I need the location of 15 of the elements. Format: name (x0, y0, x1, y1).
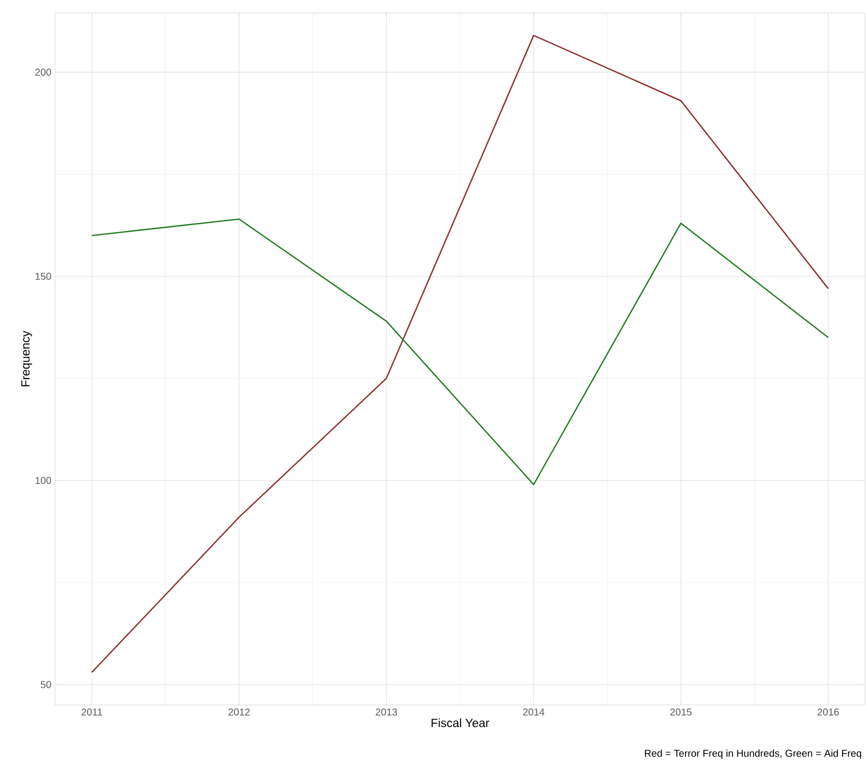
y-axis-title: Frequency (21, 330, 32, 386)
line-series (91, 218, 829, 486)
x-tick-label: 2011 (82, 708, 102, 716)
x-tick-label: 2016 (818, 708, 839, 716)
y-tick-label: 100 (36, 476, 52, 484)
x-tick-label: 2014 (523, 708, 544, 716)
line-series (91, 34, 829, 673)
x-tick-label: 2013 (376, 708, 398, 716)
y-tick-label: 150 (36, 272, 52, 280)
x-axis-title: Fiscal Year (432, 718, 490, 728)
text: Red = Terror Freq in Hundreds, Green = Aid Freq (645, 750, 862, 759)
y-tick-label: 50 (40, 681, 52, 688)
x-tick-label: 2012 (228, 708, 250, 716)
y-tick-label: 200 (35, 68, 52, 76)
x-tick-label: 2015 (670, 708, 692, 716)
